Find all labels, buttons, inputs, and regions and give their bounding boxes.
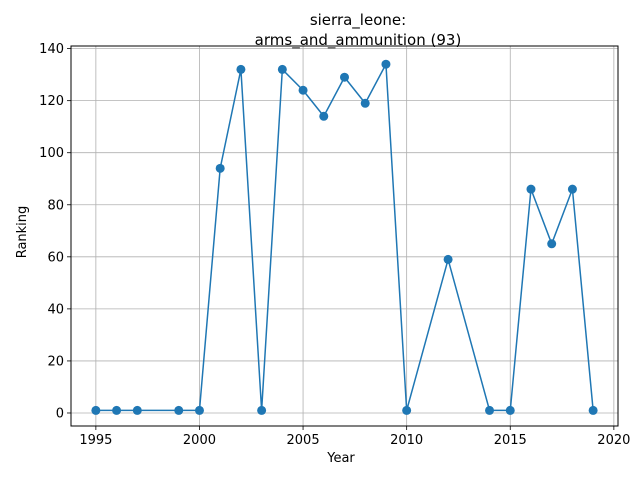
data-point (402, 405, 412, 415)
y-tick-label: 100 (39, 146, 64, 161)
x-tick-label: 2015 (494, 433, 527, 448)
data-point (567, 184, 577, 194)
x-tick-label: 2020 (597, 433, 630, 448)
plot-area-frame (70, 45, 619, 427)
y-axis-label: Ranking (15, 206, 30, 259)
y-tick-label: 120 (39, 94, 64, 109)
data-point (132, 405, 142, 415)
data-point (588, 405, 598, 415)
x-axis-label: Year (326, 451, 355, 466)
axis-ticks: 1995 2000 2005 2010 2015 2020 0 20 40 60 80 100 120 1… (39, 42, 630, 448)
y-tick-label: 40 (47, 302, 64, 317)
x-tick-label: 2010 (390, 433, 423, 448)
y-tick-label: 80 (47, 198, 64, 213)
series-line (95, 63, 594, 412)
grid (71, 46, 618, 426)
data-point (112, 405, 122, 415)
data-point (505, 405, 515, 415)
data-point (360, 98, 370, 108)
data-point (215, 163, 225, 173)
data-point (277, 64, 287, 74)
data-point (257, 405, 267, 415)
data-point (443, 254, 453, 264)
data-point (319, 111, 329, 121)
chart-title-line2: arms_and_ammunition (93) (255, 31, 462, 50)
chart-title-line1: sierra_leone: (310, 11, 406, 30)
data-point (547, 239, 557, 249)
data-point (174, 405, 184, 415)
x-tick-label: 2005 (287, 433, 320, 448)
data-point (340, 72, 349, 82)
x-tick-label: 2000 (183, 433, 216, 448)
data-point (91, 405, 101, 415)
data-point (236, 64, 246, 74)
data-point (526, 184, 536, 194)
data-point (381, 59, 391, 69)
data-point (298, 85, 308, 95)
y-tick-label: 140 (39, 42, 64, 57)
data-point (194, 405, 204, 415)
y-tick-label: 0 (56, 406, 64, 421)
series-layer (91, 59, 598, 415)
y-tick-label: 20 (47, 354, 64, 369)
data-point (485, 405, 495, 415)
x-tick-label: 1995 (79, 433, 112, 448)
y-tick-label: 60 (47, 250, 64, 265)
